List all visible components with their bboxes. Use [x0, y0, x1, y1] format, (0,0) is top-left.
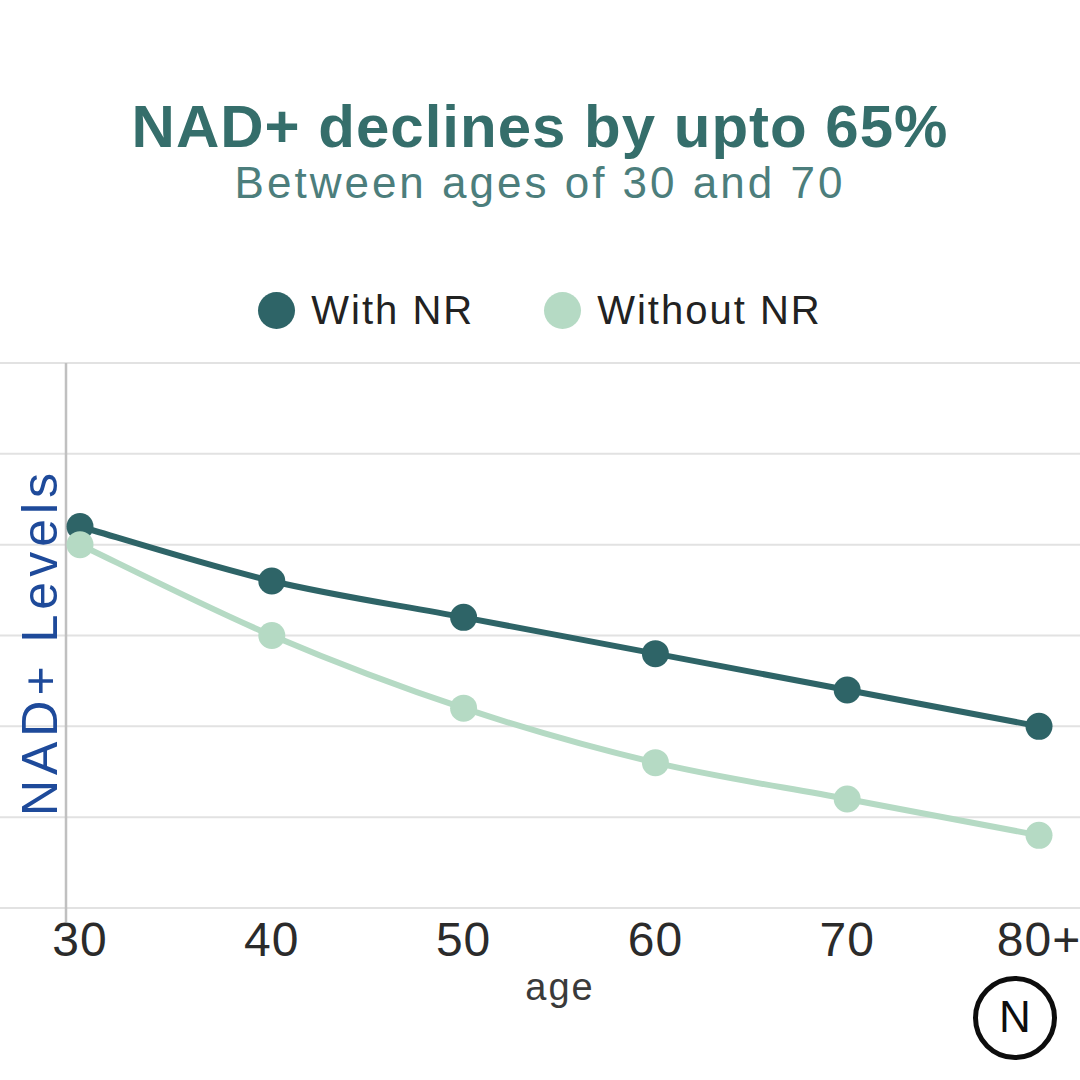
- data-point-with-nr: [1026, 713, 1053, 740]
- data-point-without-nr: [834, 786, 861, 813]
- x-tick-label: 40: [244, 913, 299, 966]
- x-tick-label: 60: [628, 913, 683, 966]
- x-tick-label: 30: [52, 913, 107, 966]
- data-point-without-nr: [450, 695, 477, 722]
- x-tick-label: 80+: [997, 913, 1080, 966]
- data-point-without-nr: [258, 622, 285, 649]
- data-point-without-nr: [1026, 822, 1053, 849]
- x-tick-label: 50: [436, 913, 491, 966]
- data-point-with-nr: [642, 640, 669, 667]
- series-line-without-nr: [80, 545, 1039, 836]
- x-tick-label: 70: [820, 913, 875, 966]
- data-point-without-nr: [67, 531, 94, 558]
- data-point-without-nr: [642, 749, 669, 776]
- infographic-page: NAD+ declines by upto 65% Between ages o…: [0, 0, 1080, 1080]
- x-axis-label: age: [525, 966, 594, 1008]
- data-point-with-nr: [450, 604, 477, 631]
- series-line-with-nr: [80, 527, 1039, 727]
- y-axis-label: NAD+ Levels: [11, 468, 69, 816]
- line-chart-canvas: 30 40 50 60 70 80+ age: [0, 0, 1080, 1080]
- brand-logo-circle: N: [973, 976, 1057, 1060]
- brand-logo-letter: N: [999, 992, 1031, 1042]
- data-point-with-nr: [258, 568, 285, 595]
- data-point-with-nr: [834, 677, 861, 704]
